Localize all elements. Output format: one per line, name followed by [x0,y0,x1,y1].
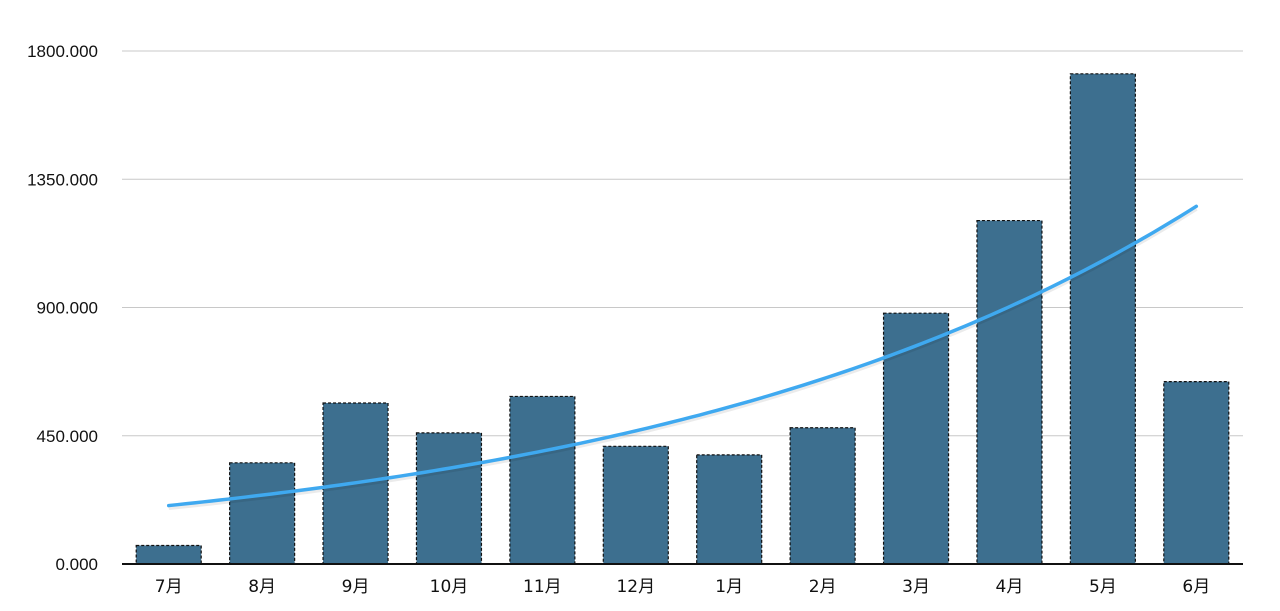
y-tick-label: 900.000 [37,299,98,318]
bar [602,445,669,565]
y-tick-label: 1350.000 [27,170,98,189]
y-tick-label: 450.000 [37,427,98,446]
x-tick-label: 3月 [902,577,930,597]
bars [135,73,1230,565]
y-tick-label: 1800.000 [27,42,98,61]
bar [509,395,576,565]
bar [882,312,950,565]
x-tick-label: 6月 [1182,577,1210,597]
gridlines [122,50,1243,437]
trendline-group [166,204,1199,511]
x-tick-label: 11月 [523,577,562,597]
x-tick-label: 9月 [342,577,370,597]
x-tick-label: 10月 [430,577,469,597]
tick-labels: 0.000 450.000 900.000 1350.000 1800.000 7月 8月 9… [27,42,1210,597]
x-tick-label: 7月 [155,577,183,597]
trendline-shadow [168,206,1198,511]
bar [135,544,202,565]
x-tick-label: 1月 [715,577,743,597]
bar [229,462,296,565]
bar [789,427,856,565]
bar [976,219,1043,565]
bar [415,432,483,565]
x-tick-label: 2月 [809,577,837,597]
bar [696,454,763,565]
x-tick-label: 12月 [616,577,655,597]
trendline [166,204,1199,508]
x-tick-label: 4月 [996,577,1024,597]
x-tick-label: 8月 [248,577,276,597]
bar [1069,73,1136,565]
bar [1163,381,1230,565]
y-tick-label: 0.000 [55,555,98,574]
x-tick-label: 5月 [1089,577,1117,597]
